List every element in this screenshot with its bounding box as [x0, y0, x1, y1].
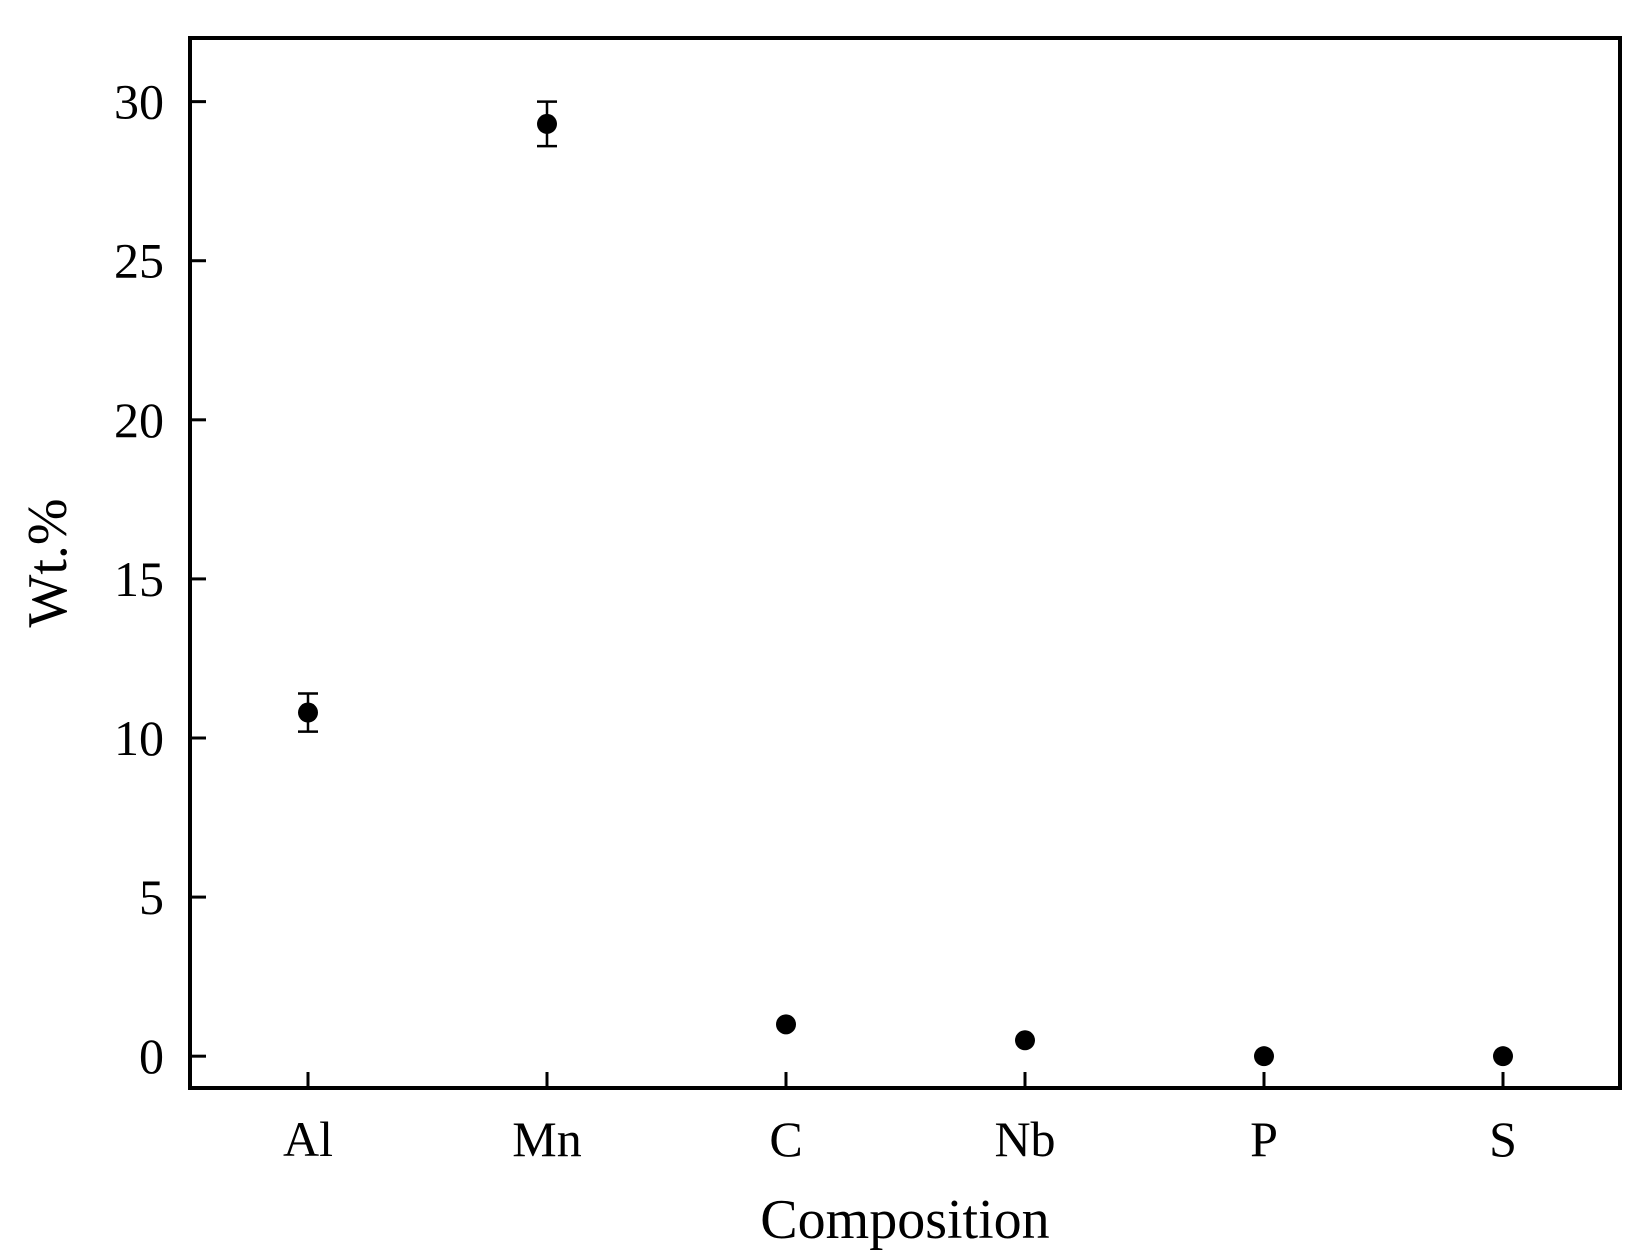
data-point — [776, 1014, 796, 1035]
x-axis-title: Composition — [760, 1189, 1049, 1251]
data-points — [298, 113, 1513, 1067]
data-point — [537, 113, 557, 134]
y-tick-label: 0 — [139, 1028, 164, 1084]
x-tick-label: Mn — [512, 1111, 581, 1167]
plot-frame — [188, 36, 1622, 1090]
error-bars — [298, 100, 557, 733]
data-point — [1015, 1030, 1035, 1051]
y-tick-label: 10 — [114, 710, 164, 766]
data-point — [1254, 1046, 1274, 1067]
x-tick-label: Nb — [994, 1111, 1055, 1167]
y-tick-label: 25 — [114, 233, 164, 289]
y-tick-label: 20 — [114, 392, 164, 448]
x-tick-label: C — [769, 1111, 802, 1167]
x-tick-label: P — [1250, 1111, 1278, 1167]
y-tick-label: 5 — [139, 869, 164, 925]
x-tick-label: S — [1489, 1111, 1517, 1167]
data-point — [298, 702, 318, 723]
y-tick-label: 30 — [114, 74, 164, 130]
plot-border — [188, 36, 1622, 1090]
data-point — [1493, 1046, 1513, 1067]
x-axis-ticks: Al Mn C Nb P S — [283, 1072, 1517, 1167]
x-tick-label: Al — [283, 1111, 333, 1167]
y-tick-label: 15 — [114, 551, 164, 607]
y-axis-ticks: 0 5 10 15 20 25 30 — [114, 74, 206, 1084]
y-axis-title: Wt.% — [17, 498, 79, 627]
